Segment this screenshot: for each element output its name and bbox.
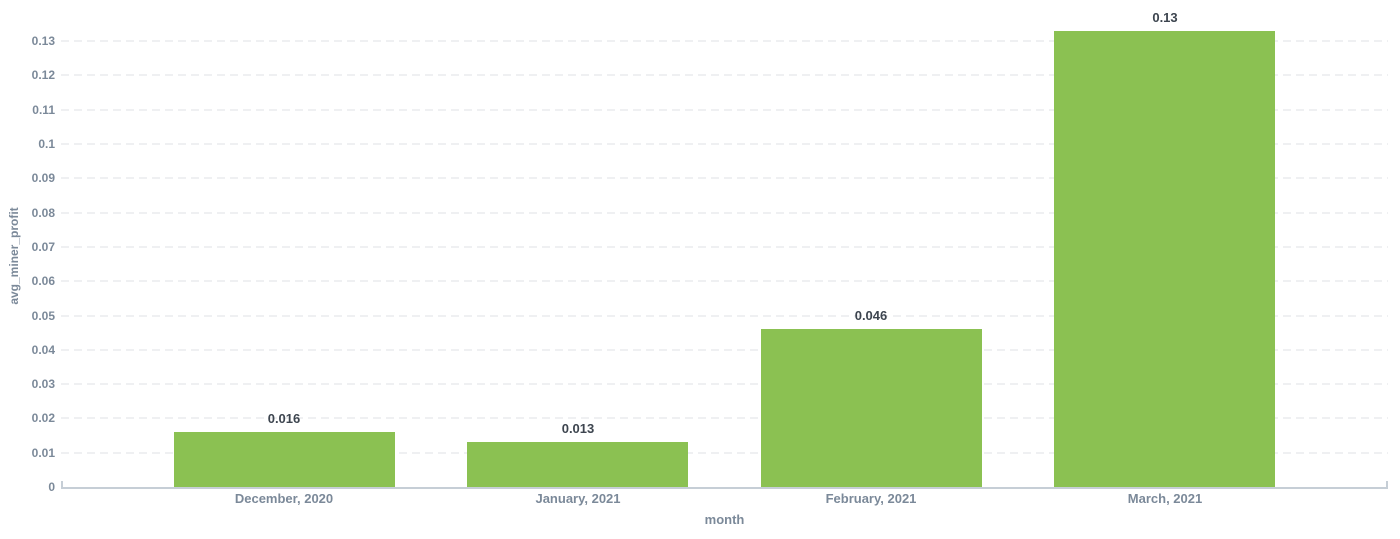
bar-value-label: 0.013 [561,421,595,437]
bar-value-label: 0.016 [267,411,301,427]
y-axis-tick-labels: 0 0.01 0.02 0.03 0.04 0.05 0.06 0.07 0.08 0.09 0.1… [0,0,55,494]
x-axis-title: month [704,512,745,527]
x-axis-left-end-cap [61,481,63,489]
x-tick-label: December, 2020 [234,491,334,506]
x-tick-label: January, 2021 [535,491,621,506]
y-tick-label: 0.01 [31,445,55,460]
y-tick-label: 0.03 [31,377,55,392]
y-tick-label: 0.13 [31,34,55,49]
x-axis-right-end-cap [1386,481,1388,489]
bar-december-2020[interactable] [174,432,395,487]
x-axis-tick-labels: December, 2020 January, 2021 February, 202… [61,490,1388,508]
x-tick-label: February, 2021 [825,491,917,506]
plot-area: 0.016 0.013 0.046 0.13 [61,0,1388,489]
y-tick-label: 0.08 [31,205,55,220]
y-tick-label: 0.02 [31,411,55,426]
y-tick-label: 0.04 [31,342,55,357]
y-tick-label: 0.1 [38,137,55,152]
x-tick-label: March, 2021 [1127,491,1203,506]
y-tick-label: 0.09 [31,171,55,186]
bar-march-2021[interactable] [1054,30,1275,487]
y-tick-label: 0.11 [32,102,55,117]
y-tick-label: 0.12 [31,68,55,83]
bar-value-label: 0.046 [854,308,888,324]
y-tick-label: 0.06 [31,274,55,289]
y-tick-label: 0.05 [31,308,55,323]
y-tick-label: 0.07 [31,239,55,254]
bar-january-2021[interactable] [467,442,688,487]
bar-february-2021[interactable] [761,329,982,487]
y-tick-label: 0 [48,480,55,494]
bar-value-label: 0.13 [1152,9,1178,25]
